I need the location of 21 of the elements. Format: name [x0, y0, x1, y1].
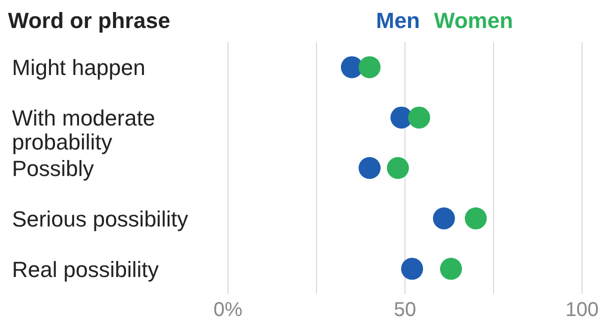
y-tick-label: With moderate probability	[12, 105, 156, 154]
x-tick-label: 100	[565, 299, 599, 322]
point	[440, 258, 462, 280]
x-tick-label: 0%	[214, 299, 243, 322]
point	[432, 207, 455, 230]
point	[358, 157, 381, 179]
point	[401, 258, 424, 280]
y-tick-label: Serious possibility	[12, 206, 188, 231]
y-tick-label: Might happen	[12, 54, 146, 80]
x-tick-label: 50	[394, 299, 416, 322]
y-axis-title: Word or phrase	[8, 8, 170, 34]
point	[464, 207, 487, 230]
y-tick-label: Real possibility	[12, 256, 159, 282]
point	[386, 157, 409, 179]
series-label: Men	[376, 8, 420, 34]
point	[340, 56, 363, 78]
text: Women	[434, 8, 514, 34]
point	[390, 106, 412, 129]
point	[358, 56, 381, 78]
y-tick-label: Possibly	[12, 156, 94, 180]
point	[408, 106, 430, 129]
